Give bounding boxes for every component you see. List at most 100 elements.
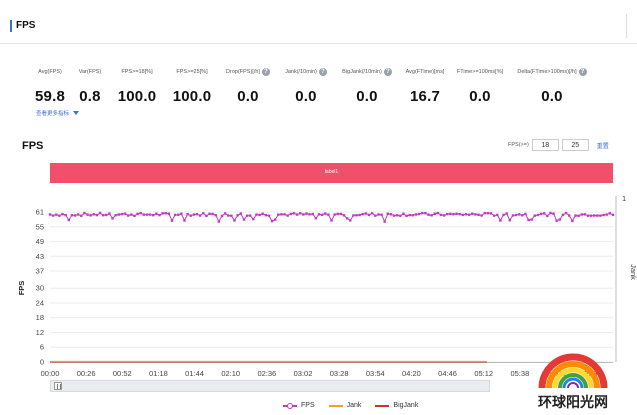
fps-data-point (392, 214, 396, 217)
fps-data-point (449, 212, 452, 216)
fps-data-point (524, 212, 527, 216)
chart-scrollbar[interactable] (50, 380, 490, 392)
fps-data-point (558, 218, 562, 221)
fps-data-point (358, 213, 361, 217)
fps-data-point (217, 220, 221, 223)
fps-data-point (258, 213, 261, 217)
help-icon[interactable]: ? (261, 68, 270, 76)
legend-item[interactable]: Jank (328, 402, 362, 409)
fps-data-point (148, 213, 152, 216)
metric-label: Var(FPS) (79, 69, 102, 75)
fps-data-point (133, 214, 136, 217)
fps-data-point (464, 213, 468, 216)
reset-button[interactable]: 重置 (596, 143, 609, 150)
scrollbar-handle[interactable] (54, 382, 62, 390)
fps-data-point (446, 212, 449, 216)
fps-data-point (583, 213, 587, 216)
legend-item[interactable]: FPS (283, 402, 315, 409)
fps-data-point (546, 214, 549, 218)
fps-data-point (51, 214, 55, 217)
fps-data-point (208, 212, 211, 216)
fps-data-point (227, 214, 230, 217)
fps-data-point (286, 214, 289, 217)
fps-data-point (402, 212, 405, 215)
fps-data-point (114, 214, 117, 217)
fps-data-point (233, 219, 236, 222)
help-icon[interactable]: ? (318, 68, 327, 76)
metric-label: Avg(FTime)[ms] (406, 69, 445, 75)
fps-data-point (352, 214, 355, 217)
metrics-row: Avg(FPS) 59.8 Var(FPS) 0.8 FPS>=18[%] 100.0 FP… (0, 60, 637, 110)
x-tick-label: 02:10 (221, 369, 240, 378)
fps-data-point (568, 214, 571, 217)
x-tick-label: 03:54 (366, 369, 385, 378)
fps-data-point (492, 214, 496, 217)
help-icon[interactable]: ? (383, 68, 392, 76)
metric-label: FPS>=18[%] (121, 69, 152, 75)
metric-label-text: Jank(/10min) (285, 69, 317, 75)
fps-data-point (477, 213, 480, 217)
fps-data-point (83, 211, 86, 215)
fps-data-point (295, 213, 299, 216)
y-axis-title: FPS (17, 281, 26, 296)
fps-data-point (530, 218, 533, 221)
metric-value: 0.0 (541, 88, 563, 105)
fps-data-point (439, 213, 443, 217)
fps-data-point (70, 214, 74, 217)
fps-data-point (274, 218, 277, 221)
legend-item[interactable]: BigJank (375, 402, 418, 409)
fps-data-point (461, 213, 465, 217)
metric-label-text: FTime>=100ms[%] (456, 69, 504, 75)
x-tick-label: 00:00 (41, 369, 60, 378)
y-tick-label: 12 (36, 328, 44, 337)
x-tick-label: 02:36 (257, 369, 276, 378)
y-tick-label: 61 (36, 208, 44, 217)
legend-label: BigJank (393, 402, 419, 409)
fps-data-point (61, 212, 64, 216)
fps-data-point (436, 211, 440, 215)
fps-data-point (330, 219, 333, 222)
fps-data-point (571, 219, 574, 223)
fps-data-point (517, 213, 521, 216)
fps-data-point (302, 213, 305, 216)
legend-label: Jank (346, 402, 362, 409)
fps-data-point (280, 213, 283, 216)
fps-data-point (370, 212, 374, 215)
fps-data-point (192, 213, 196, 216)
fps-data-point (270, 219, 274, 223)
fps-range-high-input[interactable] (561, 139, 589, 151)
fps-data-point (467, 213, 471, 216)
legend-swatch (375, 404, 390, 407)
watermark-logo: 环球阳光网 (514, 348, 632, 411)
fps-data-point (564, 211, 568, 215)
metric-label: FTime>=100ms[%] (457, 69, 503, 75)
fps-data-point (480, 214, 483, 217)
fps-data-point (223, 212, 227, 215)
more-metrics-label: 查看更多指标 (36, 111, 70, 117)
metric-label: Jank(/10min)? (285, 68, 327, 76)
more-metrics-link[interactable]: 查看更多指标 (36, 109, 80, 117)
y-tick-label: 43 (36, 252, 44, 261)
fps-data-point (496, 213, 499, 217)
label-bar[interactable]: label1 (50, 163, 613, 183)
fps-data-point (308, 213, 311, 216)
metric-label: Avg(FPS) (38, 69, 62, 75)
header-divider (626, 14, 627, 38)
fps-data-point (64, 213, 67, 217)
fps-range-low-input[interactable] (531, 139, 559, 151)
fps-data-point (502, 213, 505, 217)
fps-data-point (205, 214, 208, 218)
metric-card: FPS>=25[%] 100.0 (152, 60, 232, 105)
fps-data-point (198, 214, 202, 217)
fps-line-chart[interactable]: 0 6 12 18 24 30 37 43 49 55 61 00:00 00:26 00:52 01:18… (0, 190, 637, 380)
fps-data-point (167, 212, 171, 215)
metric-card: Avg(FTime)[ms] 16.7 (385, 60, 465, 105)
fps-data-point (130, 213, 133, 216)
page-title: FPS (16, 20, 36, 31)
help-icon[interactable]: ? (578, 68, 587, 76)
fps-data-point (474, 213, 477, 216)
fps-data-point (86, 213, 89, 216)
fps-data-point (399, 214, 402, 218)
x-tick-label: 00:26 (77, 369, 96, 378)
fps-data-point (424, 211, 427, 215)
